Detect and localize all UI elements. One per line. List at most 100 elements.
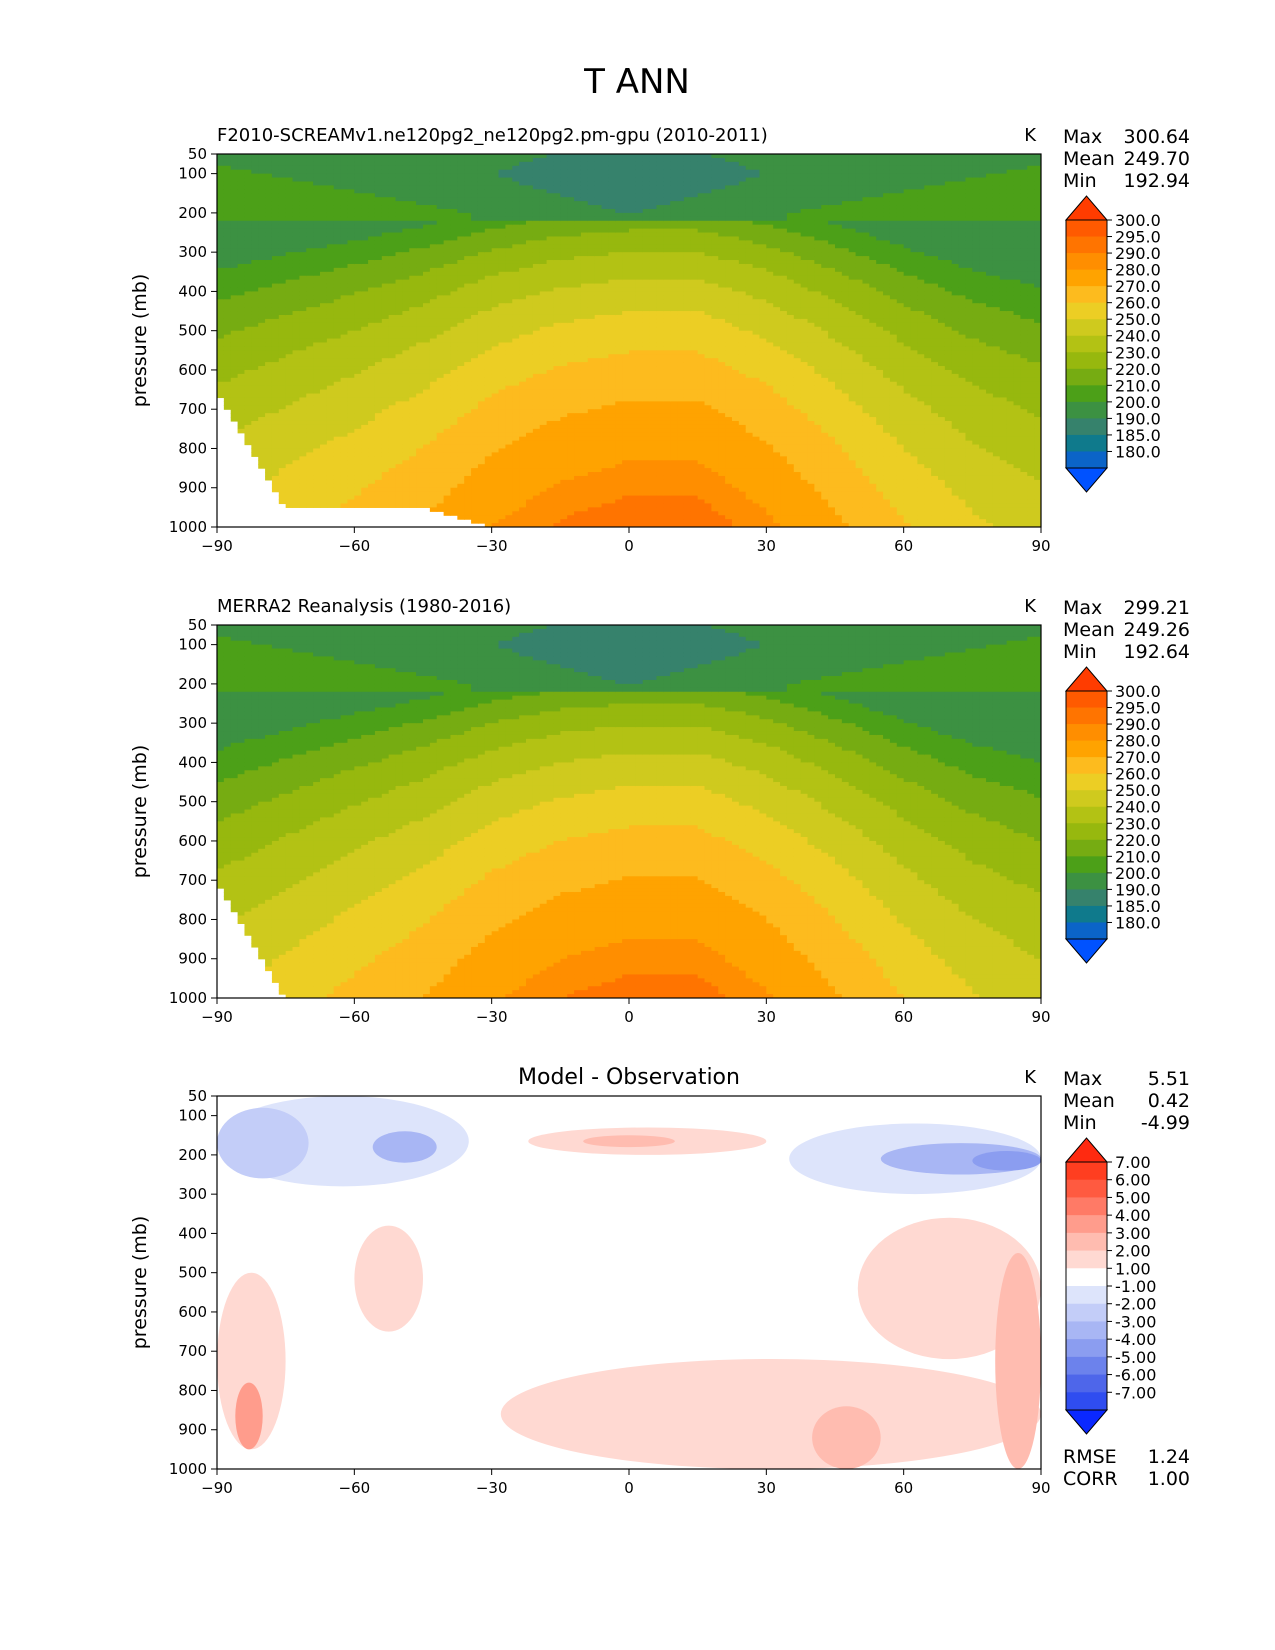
- x-tick-label: 0: [624, 1479, 634, 1497]
- colorbar-segment: [1066, 856, 1107, 874]
- colorbar-label: -1.00: [1115, 1277, 1156, 1296]
- stat-label-mean: Mean: [1063, 148, 1115, 170]
- colorbar-segment: [1066, 889, 1107, 907]
- colorbar-segment: [1066, 1339, 1107, 1358]
- y-tick-label: 100: [178, 165, 207, 183]
- x-tick-label: 90: [1031, 1008, 1050, 1026]
- colorbar-segment: [1066, 236, 1107, 254]
- stat-value-mean: 0.42: [1148, 1090, 1190, 1112]
- y-tick-label: 400: [178, 753, 207, 771]
- colorbar-label: 300.0: [1115, 211, 1161, 230]
- y-tick-label: 300: [178, 243, 207, 261]
- colorbar-label: -2.00: [1115, 1295, 1156, 1314]
- colorbar-segment: [1066, 790, 1107, 808]
- stat-value-max: 5.51: [1148, 1068, 1190, 1090]
- difference-contour-12: [857, 1217, 1041, 1360]
- colorbar-segment: [1066, 368, 1107, 386]
- y-tick-label: 50: [188, 145, 207, 163]
- y-tick-label: 600: [178, 361, 207, 379]
- colorbar-segment: [1066, 335, 1107, 353]
- stat-label-min: Min: [1063, 641, 1097, 663]
- colorbar-label: 185.0: [1115, 897, 1161, 916]
- stat-value-mean: 249.26: [1124, 619, 1190, 641]
- panel-1: F2010-SCREAMv1.ne120pg2_ne120pg2.pm-gpu …: [129, 125, 1190, 555]
- colorbar-label: 3.00: [1115, 1224, 1151, 1243]
- colorbar-segment: [1066, 1232, 1107, 1252]
- x-tick-label: −90: [201, 1008, 233, 1026]
- colorbar-label: 260.0: [1115, 294, 1161, 313]
- stat-value-min: 192.64: [1124, 641, 1190, 663]
- units-label: K: [1024, 1067, 1037, 1088]
- colorbar-label: 4.00: [1115, 1206, 1151, 1225]
- colorbar-label: 240.0: [1115, 798, 1161, 817]
- y-tick-label: 800: [178, 1381, 207, 1399]
- colorbar-label: -3.00: [1115, 1312, 1156, 1331]
- panels: F2010-SCREAMv1.ne120pg2_ne120pg2.pm-gpu …: [129, 125, 1190, 1497]
- colorbar-min-extend: [1064, 467, 1109, 493]
- x-tick-label: 30: [757, 1479, 776, 1497]
- colorbar-label: 220.0: [1115, 831, 1161, 850]
- colorbar-segment: [1066, 220, 1107, 238]
- colorbar-max-extend: [1064, 1137, 1109, 1163]
- colorbar-label: 220.0: [1115, 360, 1161, 379]
- difference-contour-1: [217, 1107, 309, 1179]
- panel-2: MERRA2 Reanalysis (1980-2016) K 50 100 200 30…: [129, 596, 1190, 1026]
- colorbar-segment: [1066, 352, 1107, 370]
- panel-3: Model - Observation K50100200300400500600…: [129, 1065, 1190, 1497]
- y-tick-label: 1000: [169, 518, 207, 536]
- colorbar-label: 295.0: [1115, 228, 1161, 247]
- difference-contour-11: [500, 1359, 1041, 1469]
- colorbar: 300.0295.0290.0280.0270.0260.0250.0240.0…: [1064, 666, 1161, 964]
- x-tick-label: 0: [624, 537, 634, 555]
- colorbar-min-extend: [1064, 1409, 1109, 1435]
- stat-value-min: 192.94: [1124, 170, 1190, 192]
- y-tick-label: 600: [178, 1303, 207, 1321]
- stat-value-min: -4.99: [1141, 1112, 1190, 1134]
- colorbar: 300.0295.0290.0280.0270.0260.0250.0240.0…: [1064, 195, 1161, 493]
- stat-label-min: Min: [1063, 170, 1097, 192]
- colorbar-segment: [1066, 1179, 1107, 1198]
- colorbar-label: 270.0: [1115, 748, 1161, 767]
- colorbar-label: 300.0: [1115, 682, 1161, 701]
- colorbar-label: 180.0: [1115, 913, 1161, 932]
- units-label: K: [1024, 125, 1037, 146]
- y-tick-label: 50: [188, 616, 207, 634]
- stat-label-max: Max: [1063, 597, 1102, 619]
- colorbar-label: 190.0: [1115, 880, 1161, 899]
- stat-value-corr: 1.00: [1148, 1468, 1190, 1490]
- colorbar-segment: [1066, 1321, 1107, 1340]
- colorbar-segment: [1066, 839, 1107, 857]
- colorbar-label: 190.0: [1115, 409, 1161, 428]
- colorbar-segment: [1066, 269, 1107, 287]
- x-tick-label: 30: [757, 537, 776, 555]
- stat-value-mean: 249.70: [1124, 148, 1190, 170]
- y-tick-label: 500: [178, 793, 207, 811]
- difference-contour-9: [217, 1272, 286, 1450]
- colorbar-label: 280.0: [1115, 261, 1161, 280]
- colorbar-segment: [1066, 401, 1107, 419]
- colorbar-label: 200.0: [1115, 864, 1161, 883]
- panel-title: F2010-SCREAMv1.ne120pg2_ne120pg2.pm-gpu …: [217, 125, 768, 146]
- colorbar-label: 180.0: [1115, 442, 1161, 461]
- difference-contour-13: [812, 1406, 881, 1469]
- colorbar-segment: [1066, 1268, 1107, 1287]
- colorbar-label: 6.00: [1115, 1171, 1151, 1190]
- x-tick-label: −30: [476, 537, 508, 555]
- colorbar-segment: [1066, 806, 1107, 824]
- colorbar-segment: [1066, 1356, 1107, 1376]
- stat-label-rmse: RMSE: [1063, 1446, 1117, 1468]
- y-tick-label: 400: [178, 282, 207, 300]
- difference-field: [217, 1096, 1041, 1469]
- x-tick-label: 60: [894, 537, 913, 555]
- y-tick-label: 100: [178, 1107, 207, 1125]
- colorbar-segment: [1066, 418, 1107, 436]
- colorbar-segment: [1066, 872, 1107, 890]
- colorbar-segment: [1066, 302, 1107, 320]
- x-tick-label: −60: [339, 537, 371, 555]
- colorbar-label: -7.00: [1115, 1383, 1156, 1402]
- panel-title: Model - Observation: [518, 1065, 740, 1090]
- x-tick-label: −60: [339, 1008, 371, 1026]
- colorbar-segment: [1066, 740, 1107, 758]
- y-axis-label: pressure (mb): [129, 274, 151, 408]
- y-axis-label: pressure (mb): [129, 745, 151, 879]
